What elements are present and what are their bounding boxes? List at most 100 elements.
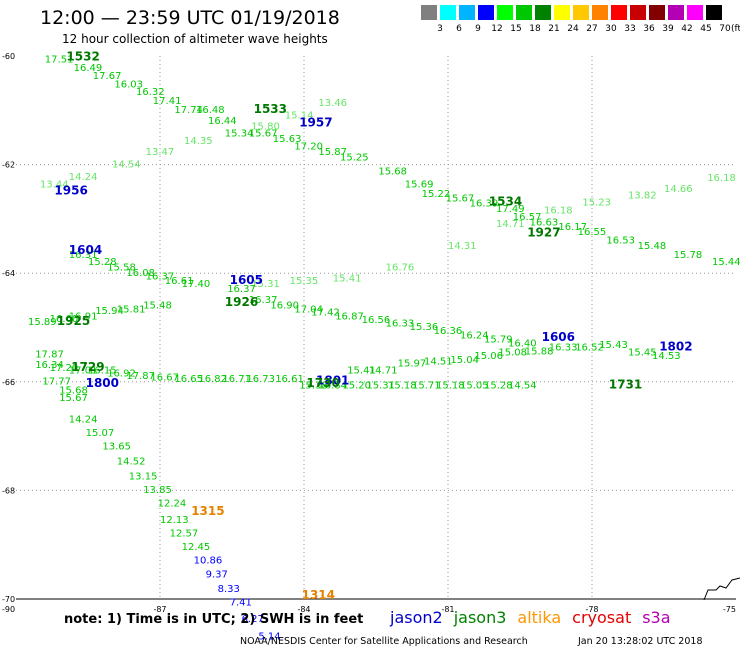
swh-value-label: 15.36 <box>410 322 439 333</box>
swh-value-label: 15.18 <box>388 380 417 391</box>
color-scale-label: 15 <box>510 24 522 34</box>
swh-value-label: 16.33 <box>549 342 578 353</box>
color-scale-unit: (ft) <box>731 24 740 34</box>
swh-value-label: 16.37 <box>249 295 278 306</box>
swh-value-label-faint: 13.82 <box>628 190 657 201</box>
swh-value-label-faint: 14.24 <box>69 172 98 183</box>
swh-value-label-faint: 14.54 <box>112 159 141 170</box>
swh-value-label: 14.51 <box>424 356 453 367</box>
swh-value-label: 15.28 <box>484 380 513 391</box>
swh-value-label: 16.44 <box>208 116 237 127</box>
swh-value-label: 16.57 <box>513 212 542 223</box>
swh-value-label: 16.92 <box>107 368 136 379</box>
swh-value-label: 16.34 <box>35 360 64 371</box>
swh-value-label: 17.20 <box>294 141 323 152</box>
swh-value-label: 12.13 <box>160 515 189 526</box>
color-scale-label: 21 <box>548 24 560 34</box>
swh-value-label: 17.04 <box>294 304 323 315</box>
swh-value-label-faint: 14.35 <box>184 136 213 147</box>
swh-value-label: 15.68 <box>59 386 88 397</box>
x-tick-label: -90 <box>2 605 15 614</box>
swh-value-label: 12.24 <box>158 499 187 510</box>
swh-value-label: 17.42 <box>311 308 340 319</box>
swh-value-label: 16.40 <box>508 339 537 350</box>
swh-value-label: 17.41 <box>153 96 182 107</box>
pass-id-label: 1534 <box>489 194 522 208</box>
page-title: 12:00 — 23:59 UTC 01/19/2018 <box>40 7 340 29</box>
swh-value-label-faint: 16.18 <box>707 173 736 184</box>
color-swatch <box>611 5 627 20</box>
color-swatch <box>516 5 532 20</box>
swh-value-label: 17.77 <box>42 377 71 388</box>
swh-value-label: 15.48 <box>143 300 172 311</box>
swh-value-label: 17.49 <box>496 204 525 215</box>
color-swatch <box>630 5 646 20</box>
legend-s3a: s3a <box>642 608 671 627</box>
y-tick-label: -68 <box>2 486 15 495</box>
color-scale-label: 27 <box>586 24 598 34</box>
legend-jason3: jason3 <box>453 608 507 627</box>
swh-value-label: 16.65 <box>174 374 203 385</box>
faint-track-labels: 13.46 15.14 15.80 14.35 13.47 14.54 14.2413.44… <box>40 98 736 290</box>
swh-value-label: 14.24 <box>69 415 98 426</box>
y-tick-label: -60 <box>2 52 15 61</box>
swh-value-label: 16.03 <box>114 79 143 90</box>
pass-id-label: 1956 <box>54 183 87 197</box>
legend-cryosat: cryosat <box>572 608 632 627</box>
color-scale-label: 3 <box>437 24 443 34</box>
swh-value-label: 16.87 <box>335 311 364 322</box>
legend-altika: altika <box>517 608 562 627</box>
swh-value-label: 15.43 <box>599 340 628 351</box>
y-tick-label: -62 <box>2 161 15 170</box>
coastline <box>703 577 740 601</box>
swh-value-label-faint: 15.31 <box>251 279 280 290</box>
pass-id-label: 1533 <box>254 102 287 116</box>
swh-value-label-faint: 15.23 <box>582 197 611 208</box>
swh-value-label: 15.41 <box>347 366 376 377</box>
x-tick-label: -78 <box>585 605 598 614</box>
swh-value-label-faint: 14.66 <box>664 184 693 195</box>
swh-value-label: 15.71 <box>412 380 441 391</box>
swh-value-label-faint: 15.14 <box>285 110 314 121</box>
swh-value-label: 17.40 <box>182 279 211 290</box>
swh-value-label: 15.44 <box>712 257 740 268</box>
swh-value-label: 17.87 <box>126 371 155 382</box>
color-swatch <box>535 5 551 20</box>
color-swatch <box>687 5 703 20</box>
swh-value-label: 16.33 <box>386 318 415 329</box>
swh-value-label: 15.20 <box>342 380 371 391</box>
swh-value-label: 15.67 <box>249 128 278 139</box>
color-scale-label: 18 <box>529 24 541 34</box>
swh-value-label: 16.60 <box>50 314 79 325</box>
swh-value-label: 17.20 <box>50 363 79 374</box>
swh-value-label: 16.32 <box>136 87 165 98</box>
swh-value-label-faint: 16.18 <box>544 205 573 216</box>
swh-value-label: 16.37 <box>227 284 256 295</box>
color-swatch <box>554 5 570 20</box>
pass-id-label: 1925 <box>57 314 90 328</box>
pass-id-label: 1927 <box>527 225 560 239</box>
color-swatch <box>459 5 475 20</box>
color-scale-label: 39 <box>662 24 674 34</box>
x-tick-label: -75 <box>723 605 736 614</box>
swh-value-label: 16.91 <box>69 311 98 322</box>
pass-id-label: 1802 <box>659 339 692 353</box>
swh-value-label: 15.79 <box>484 335 513 346</box>
swh-value-label: 13.85 <box>143 485 172 496</box>
pass-id-label: 1532 <box>66 49 99 63</box>
pass-id-label: 1800 <box>86 376 119 390</box>
swh-value-label: 15.81 <box>117 304 146 315</box>
swh-value-label: 15.25 <box>340 152 369 163</box>
color-scale-label: 45 <box>700 24 712 34</box>
color-swatch <box>440 5 456 20</box>
color-scale-label: 33 <box>624 24 636 34</box>
color-scale-label: 30 <box>605 24 617 34</box>
swh-value-label: 16.67 <box>150 373 179 384</box>
color-swatch <box>706 5 722 20</box>
axis-ticks: -60 -62 -64 -66 -68 -70-90 -87 -84 -81 -78 -75 <box>2 52 736 614</box>
swh-value-label: 15.63 <box>273 134 302 145</box>
pass-id-label: 1729 <box>71 360 104 374</box>
swh-value-label: 16.39 <box>470 198 499 209</box>
color-swatch <box>421 5 437 20</box>
swh-value-label: 15.67 <box>446 194 475 205</box>
